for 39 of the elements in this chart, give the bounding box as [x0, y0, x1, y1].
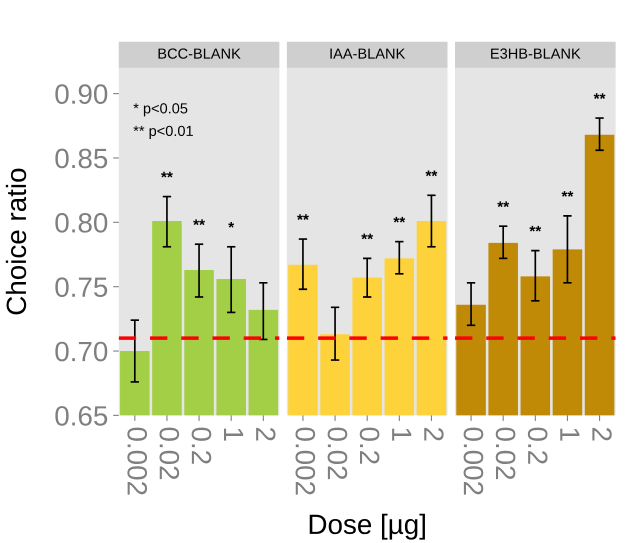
annotation: ** [497, 201, 510, 208]
x-axis-title: Dose [µg] [310, 514, 425, 540]
x-tick-label: 0.2 [360, 428, 380, 464]
x-tick-label: 2 [592, 428, 612, 441]
annotation: * p<0.05 [133, 103, 188, 116]
annotation: * [228, 222, 234, 228]
y-tick-label: 0.65 [55, 406, 108, 426]
x-tick-label: 0.02 [496, 428, 516, 480]
x-tick-label: 0.002 [127, 428, 148, 495]
y-tick-label: 0.75 [55, 277, 108, 298]
annotation: ** [562, 191, 574, 197]
annotation: ** [393, 216, 406, 223]
x-tick-label: 1 [560, 428, 580, 441]
y-axis-title: Choice ratio [6, 168, 26, 314]
x-tick-label: 0.2 [528, 428, 548, 464]
chart-title: BCC-BLANK [158, 48, 241, 59]
annotation: ** [161, 172, 173, 178]
x-tick-label: 0.02 [328, 428, 348, 480]
x-tick-label: 1 [392, 428, 412, 441]
annotation: ** [529, 226, 542, 232]
x-tick-label: 2 [256, 428, 276, 441]
annotation: ** p<0.01 [133, 126, 193, 139]
y-tick-label: 0.90 [55, 84, 108, 104]
annotation: ** [193, 219, 205, 226]
annotation: ** [426, 170, 438, 176]
x-tick-label: 1 [224, 428, 244, 441]
x-tick-label: 0.2 [192, 428, 212, 464]
chart-title: E3HB-BLANK [491, 48, 581, 59]
chart-title: IAA-BLANK [330, 48, 406, 59]
y-tick-label: 0.70 [55, 342, 108, 362]
annotation: ** [361, 234, 374, 240]
annotation: ** [594, 93, 606, 99]
y-tick-label: 0.85 [55, 148, 108, 168]
x-tick-label: 0.002 [464, 428, 484, 495]
x-tick-label: 0.002 [295, 428, 316, 495]
x-tick-label: 0.02 [159, 428, 180, 480]
x-tick-label: 2 [424, 428, 444, 441]
annotation: ** [297, 214, 309, 220]
y-tick-label: 0.80 [55, 212, 108, 233]
